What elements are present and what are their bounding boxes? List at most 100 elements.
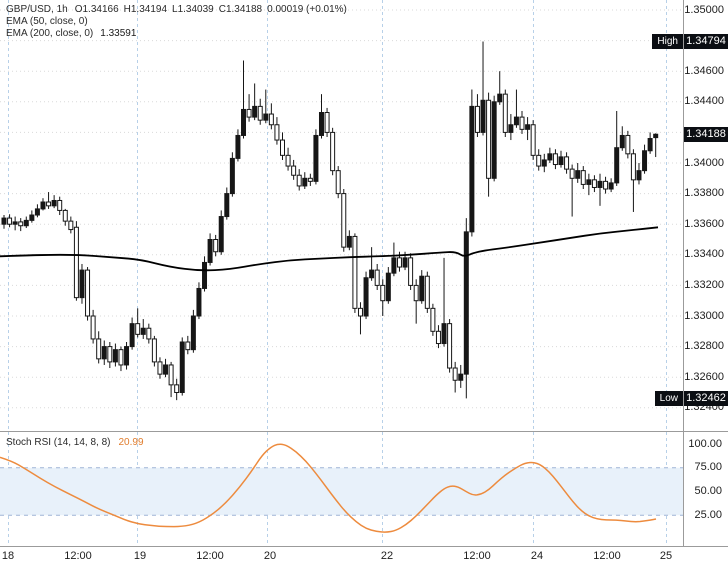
candle-body-down [380, 284, 386, 302]
price-axis-label: 1.33200 [684, 278, 724, 291]
candle-body-down [73, 226, 79, 299]
time-axis[interactable]: 18 12:00 19 12:00 20 22 12:00 24 12:00 25 [0, 547, 728, 566]
ohlc-change: 0.00019 (+0.01%) [267, 4, 347, 15]
last-price-value: 1.34188 [684, 126, 728, 142]
candle-body-up [458, 373, 464, 381]
time-axis-label: 12:00 [196, 550, 224, 562]
candle-body-down [57, 199, 63, 211]
candle-body-up [547, 153, 553, 161]
candle-body-up [12, 221, 18, 225]
candle-body-down [474, 105, 480, 133]
candle-body-down [536, 154, 542, 167]
candle-body-up [636, 170, 642, 181]
candle-body-up [402, 257, 408, 268]
candle-body-up [101, 346, 107, 360]
ema200-line [0, 226, 659, 272]
candle-body-down [519, 116, 525, 130]
candle-body-down [291, 165, 297, 176]
stoch-rsi-line [0, 443, 657, 533]
price-axis[interactable]: 1.35000 1.34600 1.34400 1.34000 1.33800 1.336… [684, 0, 728, 546]
candle-body-down [435, 330, 441, 345]
candle-body-up [1, 217, 7, 225]
candle-body-up [140, 327, 146, 335]
time-axis-label: 19 [133, 550, 147, 562]
price-axis-label: 1.34400 [684, 95, 724, 108]
candle-body-down [630, 153, 636, 181]
candle-body-up [263, 113, 269, 121]
candle-body-up [597, 180, 603, 188]
candle-body-up [252, 105, 258, 118]
stoch-band [0, 467, 683, 516]
candle-body-down [18, 221, 24, 227]
candle-body-down [374, 269, 380, 286]
candle-body-down [341, 193, 347, 248]
stoch-legend-row[interactable]: Stoch RSI (14, 14, 8, 8) 20.99 [6, 437, 144, 448]
low-value: 1.32462 [684, 390, 728, 406]
candle-body-up [23, 219, 29, 227]
symbol-title: GBP/USD, 1h [6, 4, 68, 15]
candle-body-up [608, 182, 614, 190]
candle-body-down [107, 346, 113, 363]
ema50-legend-row[interactable]: EMA (50, close, 0) [6, 16, 352, 28]
price-axis-label: 1.33400 [684, 248, 724, 261]
time-axis-label: 12:00 [463, 550, 491, 562]
stoch-axis-label: 50.00 [694, 485, 722, 497]
time-axis-label: 18 [1, 550, 15, 562]
candle-body-up [79, 269, 85, 299]
candle-body-up [346, 235, 352, 248]
candle-body-up [235, 134, 241, 159]
candle-body-up [391, 257, 397, 274]
candle-body-down [352, 235, 358, 309]
candle-body-down [591, 179, 597, 188]
candle-body-down [213, 239, 219, 253]
candle-body-up [508, 124, 514, 133]
candle-body-up [124, 346, 130, 366]
price-axis-label: 1.34600 [684, 64, 724, 77]
high-price-badge: High 1.34794 [652, 34, 728, 50]
candle-body-down [246, 108, 252, 118]
time-axis-label: 22 [380, 550, 394, 562]
candle-body-up [29, 214, 35, 221]
price-axis-label: 1.33000 [684, 309, 724, 322]
candle-body-up [302, 177, 308, 187]
candle-body-up [480, 99, 486, 133]
candle-body-down [408, 257, 414, 286]
candle-body-up [513, 116, 519, 126]
candle-body-down [580, 170, 586, 185]
candle-body-down [430, 307, 436, 332]
candle-body-down [7, 217, 13, 225]
candle-body-up [40, 201, 46, 210]
stoch-current-value: 20.99 [118, 437, 144, 448]
candle-body-down [330, 131, 336, 172]
candle-body-up [241, 108, 247, 136]
candle-body-up [369, 269, 375, 279]
ohlc-high: H1.34194 [123, 4, 168, 15]
price-axis-label: 1.32800 [684, 340, 724, 353]
candle-body-down [168, 364, 174, 386]
ema200-legend-row[interactable]: EMA (200, close, 0) 1.33591 [6, 28, 352, 40]
symbol-legend-row[interactable]: GBP/USD, 1h O1.34166 H1.34194 L1.34039 C1.34… [6, 4, 352, 16]
candle-body-up [653, 133, 659, 139]
candle-body-up [441, 323, 447, 345]
candle-body-down [564, 156, 570, 170]
last-price-badge: 1.34188 [684, 126, 728, 142]
candle-body-down [174, 384, 180, 394]
ohlc-open: O1.34166 [74, 4, 119, 15]
time-axis-label: 25 [659, 550, 673, 562]
price-axis-label: 1.32600 [684, 370, 724, 383]
price-axis-label: 1.33600 [684, 217, 724, 230]
candle-body-up [313, 134, 319, 182]
candle-body-down [280, 139, 285, 156]
candle-body-up [34, 208, 40, 216]
candle-body-down [452, 367, 458, 381]
candle-body-up [207, 239, 213, 263]
candle-body-up [51, 199, 57, 207]
candle-body-down [268, 113, 274, 126]
candle-body-down [307, 177, 313, 182]
ohlc-close: C1.34188 [218, 4, 263, 15]
low-tag: Low [654, 390, 683, 406]
candle-body-up [619, 134, 625, 149]
candle-body-down [62, 209, 68, 222]
